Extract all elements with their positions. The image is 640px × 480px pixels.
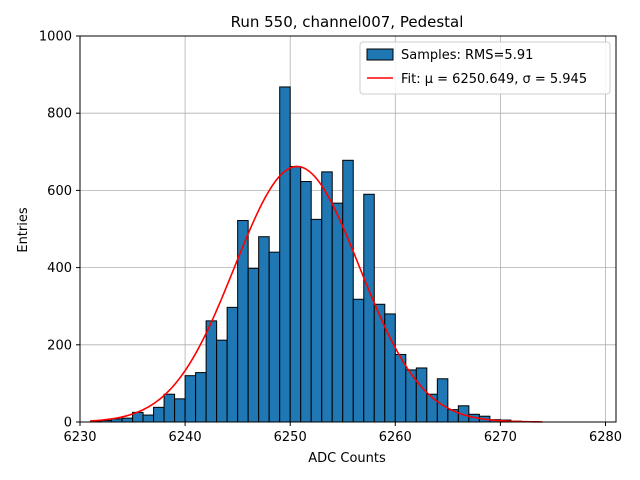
histogram-bar: [121, 417, 134, 423]
y-tick-label: 400: [47, 261, 72, 276]
histogram-bar: [216, 339, 228, 423]
histogram-bar: [226, 306, 239, 423]
y-tick-label: 800: [47, 107, 72, 122]
histogram-bar: [436, 378, 449, 423]
histogram-bar: [310, 218, 323, 423]
x-tick-label: 6250: [274, 430, 307, 445]
histogram-bar: [300, 181, 312, 423]
histogram-bar: [352, 298, 365, 423]
axes-layer: 6230 6240 6250 6260 6270 6280 0 200 400 600 800 100…: [39, 30, 622, 446]
histogram-bar: [184, 375, 197, 423]
histogram-bar: [163, 393, 176, 423]
histogram-bar: [205, 320, 218, 423]
histogram-bar: [321, 171, 333, 423]
x-tick-label: 6260: [379, 430, 412, 445]
x-tick-label: 6280: [589, 430, 622, 445]
y-tick-label: 600: [47, 184, 72, 199]
x-tick-label: 6270: [484, 430, 517, 445]
histogram-bar: [142, 414, 155, 423]
histogram-bar: [415, 367, 428, 423]
legend-label-samples: Samples: RMS=5.91: [401, 48, 533, 63]
x-axis-label: ADC Counts: [308, 451, 386, 466]
histogram-bar: [268, 251, 281, 423]
y-axis-label: Entries: [16, 207, 31, 253]
histogram-bar: [153, 406, 165, 423]
y-tick-label: 0: [64, 416, 72, 431]
histogram-bar: [331, 202, 344, 423]
histogram-bar: [279, 86, 291, 423]
histogram-bar: [342, 159, 354, 423]
legend-label-fit: Fit: μ = 6250.649, σ = 5.945: [401, 72, 587, 87]
y-tick-label: 1000: [39, 30, 72, 45]
x-tick-label: 6230: [63, 430, 96, 445]
bars-layer: [90, 86, 522, 423]
histogram-bar: [174, 398, 186, 423]
legend: Samples: RMS=5.91 Fit: μ = 6250.649, σ = …: [359, 41, 611, 95]
x-tick-label: 6240: [169, 430, 202, 445]
histogram-bar: [237, 220, 249, 423]
legend-box: [359, 41, 611, 95]
legend-swatch-samples: [366, 48, 394, 61]
fit-curve: [90, 165, 543, 423]
histogram-bar: [363, 193, 375, 423]
plot-frame: [79, 35, 617, 423]
chart-title: Run 550, channel007, Pedestal: [231, 13, 464, 31]
fit-layer: [90, 165, 543, 423]
histogram-bar: [195, 372, 207, 423]
y-tick-label: 200: [47, 338, 72, 353]
histogram-bar: [258, 236, 270, 423]
histogram-bar: [247, 267, 260, 423]
histogram-bar: [426, 393, 438, 423]
histogram-bar: [289, 165, 302, 423]
